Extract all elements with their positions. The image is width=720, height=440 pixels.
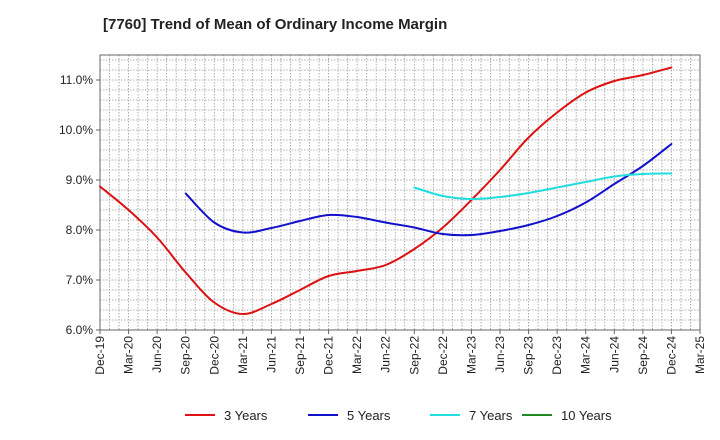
y-tick-label: 10.0% bbox=[59, 123, 93, 137]
plot-frame bbox=[99, 54, 701, 331]
series-line bbox=[99, 66, 673, 316]
x-tick-label: Sep-23 bbox=[522, 336, 536, 375]
x-tick-label: Mar-20 bbox=[122, 336, 136, 374]
x-tick-label: Mar-21 bbox=[236, 336, 250, 374]
series-line bbox=[413, 172, 673, 201]
series-line bbox=[184, 143, 673, 237]
x-tick-label: Dec-23 bbox=[550, 336, 564, 375]
legend-label: 10 Years bbox=[561, 408, 612, 423]
x-tick-label: Jun-22 bbox=[379, 336, 393, 373]
x-tick-label: Jun-20 bbox=[150, 336, 164, 373]
x-tick-label: Jun-23 bbox=[493, 336, 507, 373]
x-tick-label: Sep-20 bbox=[179, 336, 193, 375]
x-tick-label: Mar-25 bbox=[693, 336, 707, 374]
legend-label: 5 Years bbox=[347, 408, 391, 423]
y-tick-label: 8.0% bbox=[66, 223, 94, 237]
plot-area bbox=[100, 55, 700, 330]
y-tick-label: 7.0% bbox=[66, 273, 94, 287]
x-tick-label: Jun-24 bbox=[607, 336, 621, 373]
grid bbox=[99, 55, 701, 331]
x-tick-label: Dec-21 bbox=[322, 336, 336, 375]
x-tick-label: Mar-23 bbox=[464, 336, 478, 374]
legend-label: 7 Years bbox=[469, 408, 513, 423]
legend-label: 3 Years bbox=[224, 408, 268, 423]
y-tick-label: 11.0% bbox=[60, 73, 93, 87]
y-tick-label: 9.0% bbox=[66, 173, 94, 187]
x-tick-label: Dec-22 bbox=[436, 336, 450, 375]
x-tick-label: Mar-24 bbox=[579, 336, 593, 374]
x-tick-label: Dec-20 bbox=[207, 336, 221, 375]
chart-title: [7760] Trend of Mean of Ordinary Income … bbox=[103, 16, 448, 33]
x-tick-label: Jun-21 bbox=[264, 336, 278, 373]
x-tick-label: Dec-24 bbox=[664, 336, 678, 375]
y-tick-label: 6.0% bbox=[66, 323, 94, 337]
x-tick-label: Sep-21 bbox=[293, 336, 307, 375]
x-tick-label: Mar-22 bbox=[350, 336, 364, 374]
x-tick-label: Dec-19 bbox=[93, 336, 107, 375]
x-tick-label: Sep-22 bbox=[407, 336, 421, 375]
x-tick-label: Sep-24 bbox=[636, 336, 650, 375]
